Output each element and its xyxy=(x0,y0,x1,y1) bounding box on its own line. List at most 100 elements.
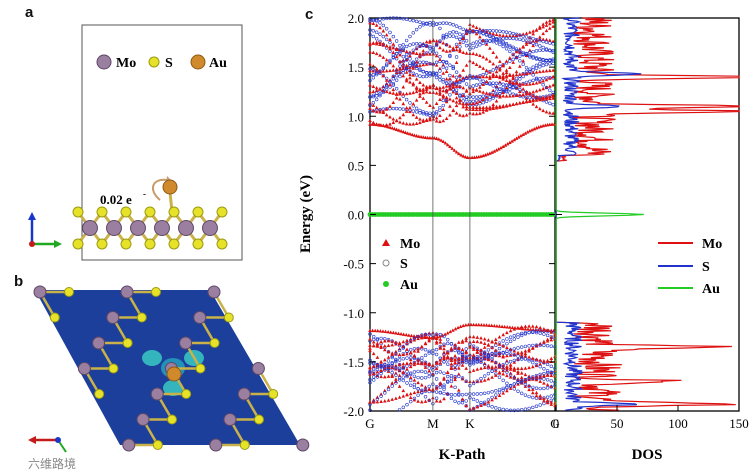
band-point-mo xyxy=(408,76,412,80)
band-point-s xyxy=(394,78,399,82)
mo-atom xyxy=(207,285,221,299)
band-point-s xyxy=(471,358,476,362)
band-point-s xyxy=(374,30,379,34)
band-point-s xyxy=(508,31,512,35)
band-point-s xyxy=(414,19,419,24)
band-point-mo xyxy=(397,373,402,378)
s-atom xyxy=(192,206,204,218)
band-point-s xyxy=(374,97,379,102)
band-point-mo xyxy=(514,55,519,59)
band-point-mo xyxy=(441,93,446,98)
band-point-s xyxy=(516,332,520,337)
band-point-s xyxy=(421,74,425,79)
band-point-mo xyxy=(448,86,452,90)
band-point-mo xyxy=(511,76,515,81)
band-point-s xyxy=(505,341,509,346)
band-point-s xyxy=(534,373,539,378)
mo-atom xyxy=(178,220,194,236)
band-point-mo xyxy=(498,93,502,98)
band-point-mo xyxy=(418,120,422,125)
panel-b-topview: 六维路境 xyxy=(28,285,310,471)
band-point-mo xyxy=(484,29,489,34)
band-point-s xyxy=(446,341,450,346)
band-point-s xyxy=(401,375,406,379)
band-point-mo xyxy=(398,53,402,57)
band-point-s xyxy=(497,407,502,411)
band-point-s xyxy=(504,36,509,40)
band-point-s xyxy=(418,108,422,113)
band-point-s xyxy=(428,23,432,27)
band-point-mo xyxy=(442,377,446,381)
band-point-s xyxy=(401,46,406,51)
band-point-s xyxy=(542,371,546,376)
band-point-mo xyxy=(486,338,491,342)
panel-label-c: c xyxy=(305,6,314,23)
band-point-s xyxy=(394,352,398,356)
band-point-mo xyxy=(410,132,414,137)
band-point-mo xyxy=(482,365,487,370)
band-point-mo xyxy=(475,356,480,360)
band-point-s xyxy=(471,357,476,361)
band-point-mo xyxy=(408,105,412,110)
band-point-s xyxy=(398,74,402,79)
band-point-mo xyxy=(401,394,406,398)
band-point-mo xyxy=(401,361,406,366)
s-atom xyxy=(144,206,156,218)
band-point-mo xyxy=(427,387,431,392)
band-point-s xyxy=(479,360,483,364)
band-point-mo xyxy=(401,121,406,125)
band-point-s xyxy=(454,70,459,74)
band-point-mo xyxy=(379,374,383,379)
band-point-mo xyxy=(438,113,442,117)
mo-atom xyxy=(296,438,310,452)
band-point-mo xyxy=(434,119,439,123)
band-point-s xyxy=(394,16,399,20)
band-point-s xyxy=(442,391,446,396)
band-point-s xyxy=(418,67,422,71)
band-point-mo xyxy=(494,373,498,377)
band-point-s xyxy=(471,75,475,79)
band-point-mo xyxy=(498,66,502,70)
band-point-mo xyxy=(544,110,549,114)
band-point-mo xyxy=(475,405,480,409)
band-point-s xyxy=(428,72,432,76)
band-point-mo xyxy=(494,99,499,103)
band-point-s xyxy=(501,40,505,44)
band-point-mo xyxy=(551,83,555,87)
band-point-mo xyxy=(464,31,469,36)
band-point-s xyxy=(374,91,379,95)
band-point-s xyxy=(384,62,389,66)
band-point-s xyxy=(520,333,524,338)
band-point-s xyxy=(390,384,394,388)
band-point-mo xyxy=(401,129,406,134)
band-point-s xyxy=(488,98,492,102)
band-point-s xyxy=(545,395,550,399)
au-atom-top xyxy=(166,366,182,382)
band-point-s xyxy=(494,406,498,410)
band-point-s xyxy=(438,108,442,112)
band-point-s xyxy=(368,73,372,78)
band-point-s xyxy=(391,106,396,111)
band-point-mo xyxy=(396,331,401,335)
band-point-s xyxy=(544,40,549,44)
band-point-mo xyxy=(411,51,416,55)
band-point-s xyxy=(534,330,539,335)
band-point-mo xyxy=(494,368,498,372)
band-point-mo xyxy=(375,355,380,359)
band-point-mo xyxy=(479,379,483,383)
band-point-s xyxy=(391,55,396,59)
band-point-s xyxy=(408,18,412,22)
band-point-s xyxy=(374,37,379,41)
band-point-mo xyxy=(518,33,522,37)
band-point-mo xyxy=(494,69,499,74)
band-point-mo xyxy=(458,47,462,52)
band-point-s xyxy=(479,355,483,359)
band-point-s xyxy=(486,403,491,408)
band-point-s xyxy=(374,72,379,77)
band-point-mo xyxy=(498,75,502,80)
band-point-s xyxy=(508,36,512,40)
band-point-s xyxy=(491,39,495,44)
band-point-s xyxy=(545,386,550,390)
band-point-mo xyxy=(494,93,499,97)
band-point-mo xyxy=(458,40,462,45)
